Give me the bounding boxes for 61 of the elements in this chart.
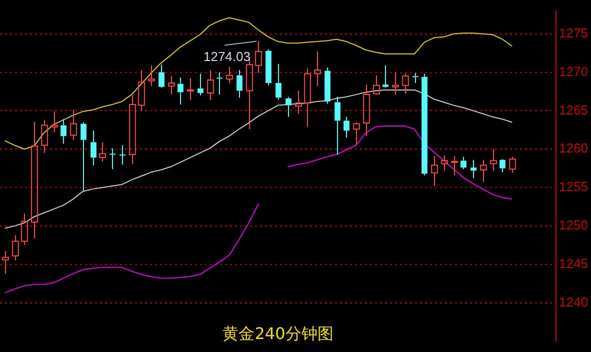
annotation: 1274.03 [203, 48, 250, 64]
candlestick [276, 63, 282, 100]
candlestick [344, 116, 350, 138]
candlestick [451, 156, 458, 176]
candlestick [148, 64, 155, 87]
candlestick [216, 72, 222, 96]
y-tick-label: 1240 [559, 294, 588, 310]
y-tick-label: 1245 [559, 256, 588, 271]
candlestick [236, 69, 242, 98]
candlestick [441, 154, 448, 172]
candlestick [295, 90, 302, 114]
candlestick [138, 69, 145, 112]
candlestick [110, 148, 116, 170]
candlestick [363, 84, 370, 137]
candlestick [334, 96, 340, 155]
candlestick [304, 68, 311, 128]
text: 黄金240分钟图 [222, 324, 334, 345]
candlestick [2, 250, 9, 274]
candlestick [80, 122, 86, 192]
candlestick [70, 109, 77, 140]
candlestick [129, 94, 136, 164]
candlestick [158, 64, 164, 88]
candlestick [412, 72, 418, 84]
candlestick [90, 130, 96, 166]
candlestick [353, 122, 360, 146]
candlestick [60, 118, 66, 144]
candlestick [120, 144, 126, 165]
candlestick [314, 51, 321, 87]
candlestick [168, 76, 175, 96]
candlestick [286, 96, 292, 118]
candlestick [480, 159, 487, 183]
candlestick [382, 64, 388, 88]
candlestick [178, 77, 184, 106]
y-tick-label: 1275 [559, 25, 588, 40]
y-tick-label: 1260 [559, 140, 588, 156]
candlestick [207, 69, 214, 100]
candlestick [500, 158, 506, 173]
candlestick [226, 66, 233, 84]
candlestick [490, 148, 497, 172]
candlestick [99, 142, 106, 162]
candlestick [12, 234, 19, 262]
candlestick [422, 73, 428, 176]
candlestick [402, 73, 409, 94]
y-tick-label: 1270 [559, 64, 588, 79]
y-tick-label: 1255 [559, 179, 588, 194]
candlestick [460, 156, 466, 170]
candlestick [21, 213, 28, 246]
y-tick-label: 1250 [559, 218, 588, 233]
candlestick [324, 67, 330, 104]
candlestick [51, 110, 58, 133]
y-tick-label: 1265 [559, 102, 588, 118]
candlestick [255, 40, 262, 74]
candlestick [198, 73, 204, 96]
candlestick [373, 74, 380, 96]
candlestick [187, 78, 194, 100]
candlestick [41, 119, 48, 154]
candlestick [470, 159, 476, 179]
candlestick [431, 156, 438, 186]
candlestick [31, 122, 38, 239]
candlestick [266, 48, 272, 86]
candlestick [392, 72, 399, 96]
